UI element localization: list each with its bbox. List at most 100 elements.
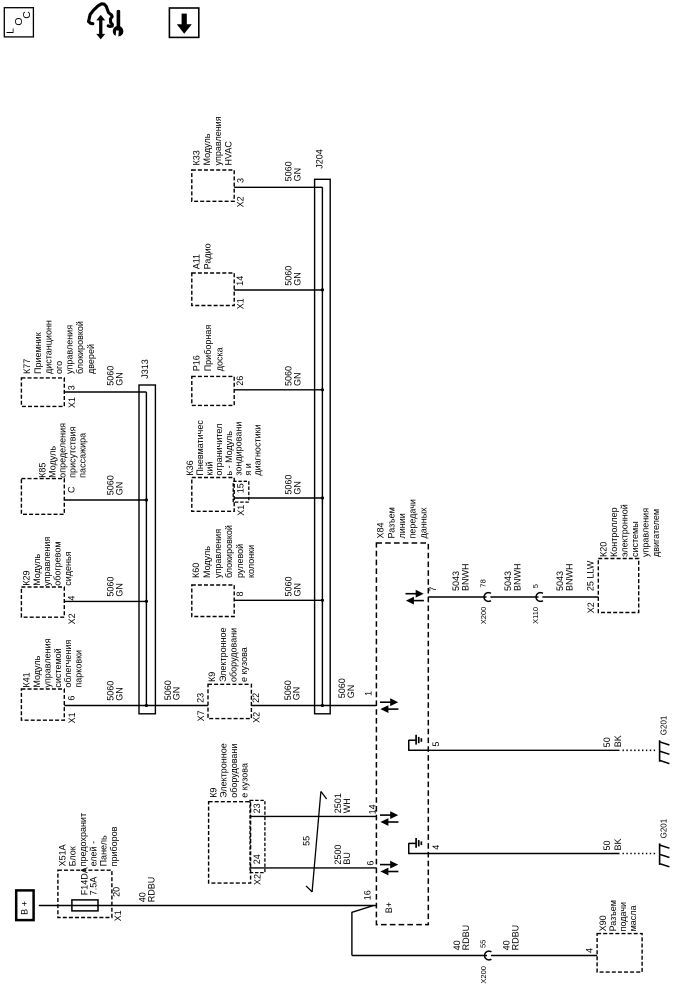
svg-text:диагностики: диагностики <box>253 424 263 475</box>
svg-text:40: 40 <box>138 892 148 902</box>
svg-text:ь - Модуль: ь - Модуль <box>224 431 234 476</box>
svg-text:электронной: электронной <box>620 504 630 557</box>
svg-text:55: 55 <box>479 940 488 948</box>
svg-text:WH: WH <box>342 798 352 813</box>
svg-text:O: O <box>13 17 25 25</box>
svg-text:5060: 5060 <box>106 577 116 597</box>
svg-text:2500: 2500 <box>333 845 343 865</box>
svg-text:Модуль: Модуль <box>48 446 58 478</box>
svg-text:HVAC: HVAC <box>223 141 233 166</box>
svg-text:8: 8 <box>235 591 245 596</box>
svg-text:2501: 2501 <box>333 793 343 813</box>
svg-text:линии: линии <box>397 513 407 538</box>
svg-text:X2: X2 <box>253 874 263 885</box>
svg-text:подачи: подачи <box>618 902 628 931</box>
svg-text:X1: X1 <box>67 712 77 723</box>
svg-text:управления: управления <box>42 537 52 586</box>
svg-text:рулевой: рулевой <box>235 544 245 578</box>
svg-text:обогревом: обогревом <box>53 541 63 585</box>
svg-text:50: 50 <box>602 737 612 747</box>
svg-text:5043: 5043 <box>555 571 565 591</box>
svg-text:е кузова: е кузова <box>239 763 249 798</box>
svg-text:я и: я и <box>243 463 253 475</box>
svg-text:управления: управления <box>213 116 223 165</box>
svg-text:5060: 5060 <box>106 681 116 701</box>
svg-text:управления: управления <box>42 638 52 687</box>
svg-text:дверей: дверей <box>86 344 96 374</box>
svg-text:К29: К29 <box>22 571 32 586</box>
svg-text:GN: GN <box>292 481 302 495</box>
svg-text:6: 6 <box>66 696 76 701</box>
svg-text:системы: системы <box>630 521 640 557</box>
svg-text:5060: 5060 <box>284 475 294 495</box>
svg-text:26: 26 <box>235 376 245 386</box>
svg-text:3: 3 <box>66 385 76 390</box>
svg-text:L: L <box>4 28 16 34</box>
svg-text:ого: ого <box>54 361 64 374</box>
svg-text:BNWH: BNWH <box>564 564 574 592</box>
svg-text:передачи: передачи <box>408 499 418 538</box>
svg-text:GN: GN <box>114 583 124 597</box>
svg-text:B +: B + <box>20 901 30 915</box>
svg-text:дистанционн: дистанционн <box>43 320 53 374</box>
svg-text:Разъем: Разъем <box>386 507 396 538</box>
svg-text:5060: 5060 <box>284 266 294 286</box>
svg-text:GN: GN <box>292 373 302 387</box>
svg-text:6: 6 <box>366 861 376 866</box>
svg-text:X51А: X51А <box>57 844 67 866</box>
svg-text:X2: X2 <box>235 196 245 207</box>
svg-text:G201: G201 <box>659 715 668 735</box>
svg-text:К20: К20 <box>599 542 609 557</box>
svg-text:5060: 5060 <box>284 576 294 596</box>
svg-text:колонки: колонки <box>246 545 256 578</box>
svg-text:5060: 5060 <box>163 680 173 700</box>
svg-text:15: 15 <box>235 483 245 493</box>
svg-text:5060: 5060 <box>284 366 294 386</box>
svg-text:Приборная: Приборная <box>203 325 213 372</box>
svg-text:X84: X84 <box>376 522 386 538</box>
svg-text:Радио: Радио <box>203 243 213 269</box>
svg-text:1: 1 <box>364 691 374 696</box>
svg-text:5060: 5060 <box>337 678 347 698</box>
svg-text:елей -: елей - <box>88 841 98 867</box>
svg-text:двигателем: двигателем <box>651 509 661 557</box>
svg-text:BK: BK <box>613 838 623 850</box>
svg-text:5060: 5060 <box>283 680 293 700</box>
svg-text:7: 7 <box>428 587 438 592</box>
svg-text:сиденья: сиденья <box>63 551 73 585</box>
svg-text:X90: X90 <box>598 915 608 931</box>
svg-text:16: 16 <box>363 890 373 900</box>
svg-text:данных: данных <box>418 507 428 539</box>
svg-text:X1: X1 <box>113 910 123 921</box>
svg-text:X2: X2 <box>67 613 77 624</box>
svg-text:3: 3 <box>236 178 246 183</box>
svg-text:GN: GN <box>292 272 302 286</box>
svg-text:Модуль: Модуль <box>32 655 42 687</box>
svg-text:GN: GN <box>292 687 302 701</box>
svg-text:облегчения: облегчения <box>63 640 73 688</box>
svg-text:C: C <box>21 11 33 19</box>
svg-text:X1: X1 <box>236 505 246 516</box>
svg-text:5060: 5060 <box>106 366 116 386</box>
svg-text:Модуль: Модуль <box>202 546 212 578</box>
svg-text:F14DА: F14DА <box>80 867 90 895</box>
svg-text:Модуль: Модуль <box>32 554 42 586</box>
svg-text:Модуль: Модуль <box>202 133 212 165</box>
svg-text:40: 40 <box>452 940 462 950</box>
svg-text:4: 4 <box>431 845 441 850</box>
svg-text:7.5A: 7.5A <box>89 877 99 896</box>
svg-text:RDBU: RDBU <box>147 877 157 903</box>
svg-text:пассажира: пассажира <box>78 433 88 478</box>
svg-text:К60: К60 <box>191 563 201 578</box>
svg-text:BNWH: BNWH <box>461 564 471 592</box>
svg-text:ограничител: ограничител <box>214 424 224 476</box>
svg-text:GN: GN <box>114 482 124 496</box>
svg-text:4: 4 <box>585 948 595 953</box>
svg-text:е кузова: е кузова <box>239 647 249 682</box>
svg-text:системой: системой <box>53 648 63 687</box>
svg-text:блокировкой: блокировкой <box>224 525 234 578</box>
svg-text:B+: B+ <box>384 902 394 913</box>
svg-text:5: 5 <box>431 742 441 747</box>
svg-text:5043: 5043 <box>503 571 513 591</box>
svg-text:кий: кий <box>205 462 215 476</box>
